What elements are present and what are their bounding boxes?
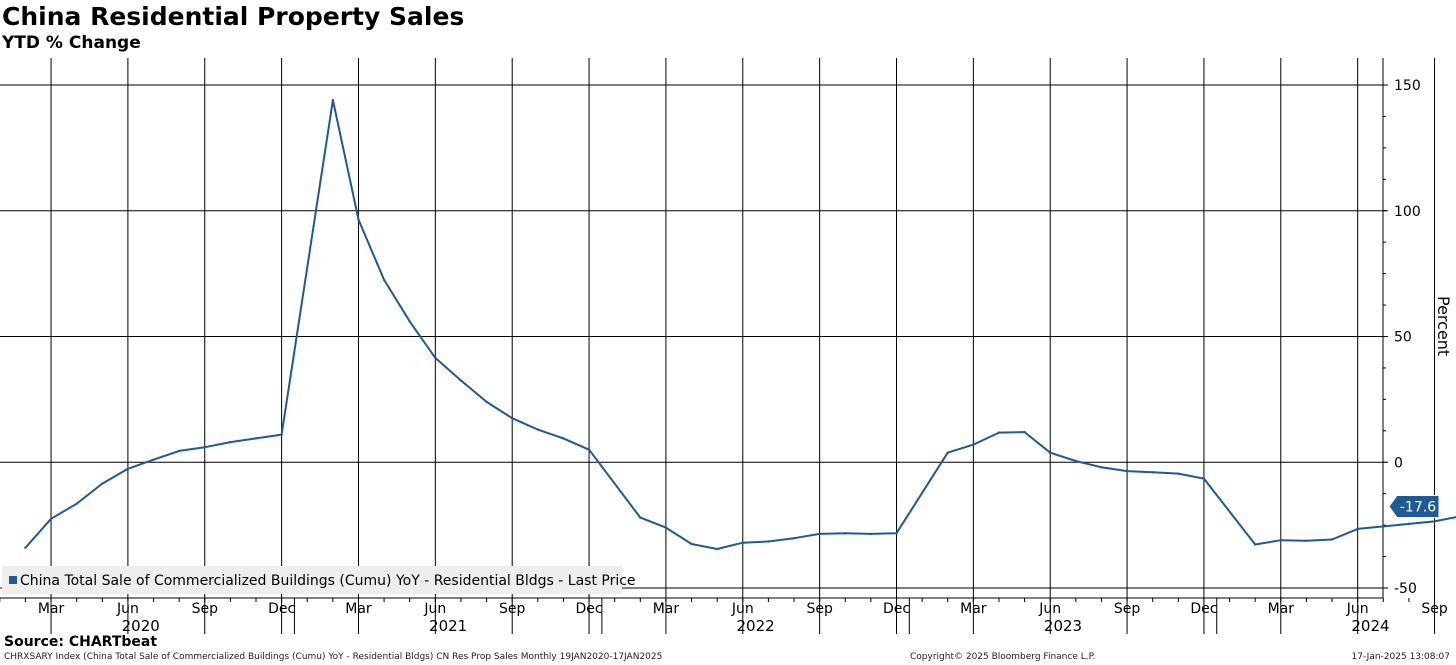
data-point: [562, 437, 565, 440]
data-point: [946, 451, 949, 454]
x-tick-label: Dec: [268, 601, 295, 617]
data-point: [587, 448, 591, 451]
data-point: [1253, 543, 1257, 546]
last-value-label: -17.6: [1400, 500, 1436, 516]
data-point: [408, 320, 411, 323]
data-point: [254, 437, 258, 440]
data-point: [1023, 430, 1026, 434]
x-tick-label: Mar: [653, 601, 680, 617]
x-tick-label: Jun: [116, 601, 139, 617]
x-tick-label: Mar: [345, 601, 372, 617]
data-point: [511, 417, 514, 420]
data-point: [1177, 472, 1180, 475]
chart-title: China Residential Property Sales: [2, 2, 465, 31]
x-tick-label: Dec: [576, 601, 603, 617]
copyright-notice: Copyright© 2025 Bloomberg Finance L.P.: [910, 652, 1096, 662]
x-year-label: 2023: [1044, 617, 1082, 635]
data-point: [101, 482, 104, 485]
data-point: [997, 431, 1001, 434]
chart-subtitle: YTD % Change: [2, 33, 141, 53]
x-tick-label: Sep: [1421, 601, 1448, 617]
legend-label: China Total Sale of Commercialized Build…: [20, 573, 636, 589]
data-point: [24, 546, 27, 549]
x-year-label: 2020: [122, 617, 160, 635]
data-point: [203, 445, 206, 449]
source-label: Source: CHARTbeat: [4, 634, 158, 650]
data-point: [485, 400, 488, 404]
data-point: [1382, 525, 1385, 528]
data-point: [331, 98, 335, 102]
data-point: [972, 443, 975, 446]
x-tick-label: Jun: [731, 601, 754, 617]
x-tick-label: Jun: [1038, 601, 1061, 617]
data-point: [382, 278, 386, 282]
x-tick-label: Mar: [38, 601, 65, 617]
legend-swatch: [9, 576, 17, 584]
data-point: [75, 502, 78, 505]
data-point: [895, 531, 898, 535]
y-tick-label: 100: [1394, 204, 1421, 220]
x-year-label: 2022: [736, 617, 774, 635]
data-point: [459, 379, 463, 382]
x-year-label: 2024: [1351, 617, 1389, 635]
x-year-label: 2021: [429, 617, 467, 635]
data-point: [1125, 469, 1129, 473]
data-point: [1305, 539, 1308, 542]
x-tick-label: Mar: [960, 601, 987, 617]
y-tick-label: 0: [1394, 455, 1403, 471]
x-tick-label: Mar: [1268, 601, 1295, 617]
data-point: [639, 516, 642, 519]
data-point: [767, 540, 770, 543]
data-point: [792, 537, 796, 540]
series-line: [24, 99, 1456, 550]
x-tick-label: Sep: [499, 601, 526, 617]
data-point: [536, 428, 540, 431]
data-point: [434, 356, 437, 360]
x-tick-label: Dec: [883, 601, 910, 617]
series-description: CHRXSARY Index (China Total Sale of Comm…: [4, 652, 663, 662]
timestamp: 17-Jan-2025 13:08:07: [1351, 652, 1450, 662]
data-point: [690, 542, 693, 546]
data-point: [664, 526, 668, 529]
data-point: [741, 541, 744, 544]
data-point: [229, 440, 232, 444]
y-tick-label: -50: [1394, 581, 1417, 597]
x-tick-label: Jun: [1346, 601, 1369, 617]
data-point: [844, 531, 847, 535]
x-tick-label: Sep: [1114, 601, 1141, 617]
data-point: [1407, 522, 1411, 526]
data-point: [49, 517, 53, 521]
y-tick-label: 150: [1394, 78, 1421, 94]
data-point: [1330, 538, 1334, 541]
x-tick-label: Sep: [192, 601, 219, 617]
data-point: [715, 547, 719, 551]
data-point: [152, 458, 155, 461]
data-point: [869, 532, 873, 536]
last-value-badge: [1388, 495, 1440, 519]
data-point: [1151, 471, 1154, 474]
data-point: [357, 218, 360, 221]
y-tick-label: 50: [1394, 330, 1412, 346]
data-point: [280, 433, 283, 436]
data-point: [818, 532, 821, 536]
data-point: [1433, 520, 1436, 523]
data-point: [1202, 477, 1206, 480]
data-point: [1279, 539, 1283, 542]
y-axis-title: Percent: [1434, 296, 1453, 356]
data-point: [177, 449, 181, 453]
data-point: [1074, 459, 1078, 463]
data-point: [1100, 466, 1103, 469]
data-point: [126, 467, 130, 470]
x-tick-label: Dec: [1190, 601, 1217, 617]
data-point: [1049, 451, 1052, 454]
data-point: [1356, 527, 1359, 531]
legend-box: [2, 566, 622, 594]
x-tick-label: Jun: [423, 601, 446, 617]
x-tick-label: Sep: [806, 601, 833, 617]
